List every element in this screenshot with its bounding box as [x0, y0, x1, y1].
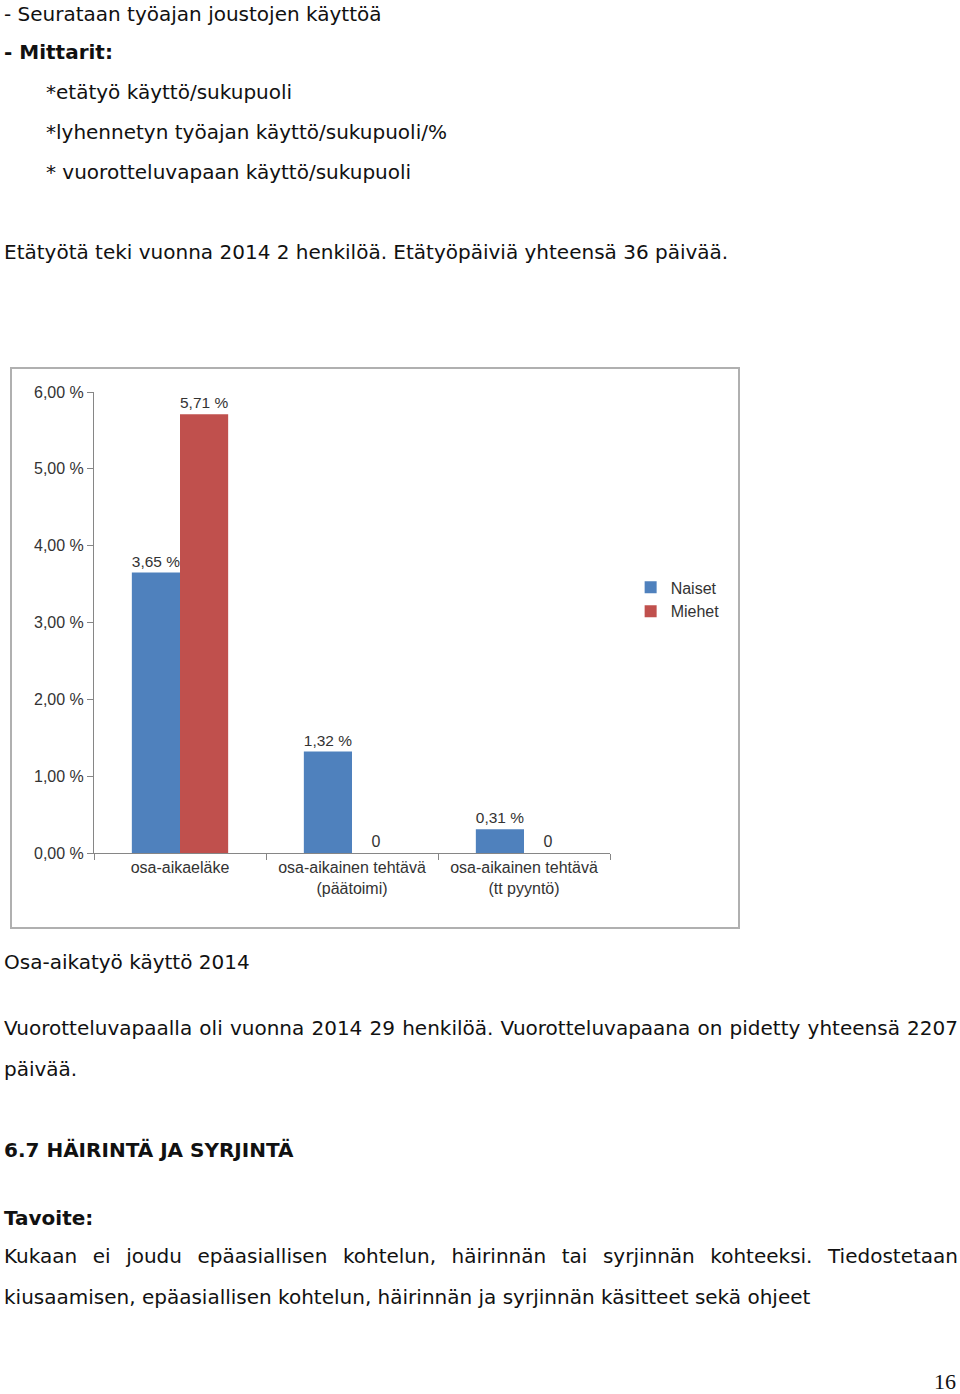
html-text:16: 16: [934, 1369, 956, 1394]
svg-text:3,00 %: 3,00 %: [34, 614, 84, 631]
svg-text:0: 0: [372, 833, 381, 850]
html-text:6.7 HÄIRINTÄ JA SYRJINTÄ: 6.7 HÄIRINTÄ JA SYRJINTÄ: [4, 1138, 294, 1162]
svg-text:osa-aikainen tehtävä(tt pyyntö: osa-aikainen tehtävä(tt pyyntö): [450, 859, 598, 897]
svg-text:5,71 %: 5,71 %: [180, 394, 228, 411]
svg-text:1,00 %: 1,00 %: [34, 768, 84, 785]
html-text:*lyhennetyn työajan käyttö/suk: *lyhennetyn työajan käyttö/sukupuoli/%: [46, 120, 447, 144]
svg-text:3,65 %: 3,65 %: [132, 553, 180, 570]
svg-text:1,32 %: 1,32 %: [304, 732, 352, 749]
html-text:Etätyötä teki vuonna 2014 2 he: Etätyötä teki vuonna 2014 2 henkilöä. Et…: [4, 240, 729, 264]
html-text:Osa-aikatyö käyttö 2014: Osa-aikatyö käyttö 2014: [4, 950, 250, 974]
html-text:Vuorotteluvapaalla oli vuonna: Vuorotteluvapaalla oli vuonna 2014 29 he…: [4, 1016, 958, 1081]
svg-text:4,00 %: 4,00 %: [34, 537, 84, 554]
html-text:Tavoite:: Tavoite:: [4, 1206, 94, 1230]
svg-text:6,00 %: 6,00 %: [34, 384, 84, 401]
html-text:- Seurataan työajan joustojen: - Seurataan työajan joustojen käyttöä: [4, 2, 382, 26]
svg-text:0: 0: [544, 833, 553, 850]
svg-text:2,00 %: 2,00 %: [34, 691, 84, 708]
html-text:* vuorotteluvapaan käyttö/suku: * vuorotteluvapaan käyttö/sukupuoli: [46, 160, 412, 184]
svg-text:0,31 %: 0,31 %: [476, 809, 524, 826]
svg-text:Naiset: Naiset: [671, 580, 717, 597]
svg-text:Miehet: Miehet: [671, 603, 720, 620]
svg-text:osa-aikainen tehtävä(päätoimi): osa-aikainen tehtävä(päätoimi): [278, 859, 426, 897]
svg-text:5,00 %: 5,00 %: [34, 460, 84, 477]
svg-text:0,00 %: 0,00 %: [34, 845, 84, 862]
html-text:- Mittarit:: - Mittarit:: [4, 40, 113, 64]
html-text:Kukaan ei joudu epäasiallisen: Kukaan ei joudu epäasiallisen kohtelun, …: [4, 1244, 958, 1309]
svg-text:osa-aikaeläke: osa-aikaeläke: [131, 859, 230, 876]
html-text:*etätyö käyttö/sukupuoli: *etätyö käyttö/sukupuoli: [46, 80, 293, 104]
